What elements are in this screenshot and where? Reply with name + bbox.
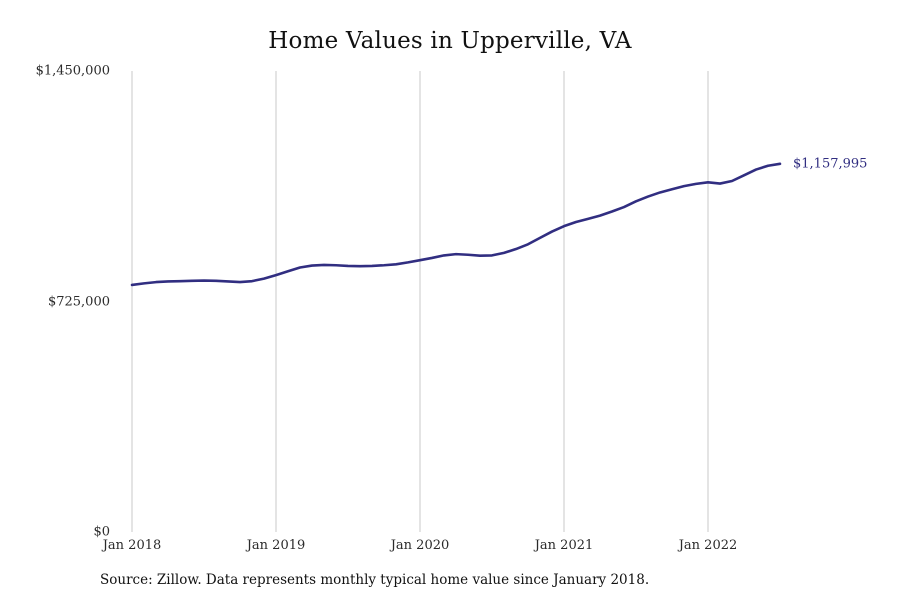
y-axis-tick-label: $725,000 bbox=[47, 294, 110, 309]
y-axis-tick-label: $1,450,000 bbox=[35, 63, 110, 79]
home-value-line bbox=[130, 162, 782, 287]
x-axis-tick-label: Jan 2018 bbox=[102, 538, 162, 553]
end-value-label: $1,157,995 bbox=[793, 156, 868, 172]
x-axis-tick-label: Jan 2022 bbox=[678, 538, 738, 553]
x-axis-tick-label: Jan 2019 bbox=[246, 538, 306, 553]
x-axis-tick-label: Jan 2021 bbox=[534, 538, 594, 553]
x-axis-tick-label: Jan 2020 bbox=[390, 538, 450, 553]
source-note: Source: Zillow. Data represents monthly … bbox=[100, 572, 650, 588]
chart-title: Home Values in Upperville, VA bbox=[268, 28, 632, 54]
y-axis-tick-label: $0 bbox=[93, 524, 110, 540]
